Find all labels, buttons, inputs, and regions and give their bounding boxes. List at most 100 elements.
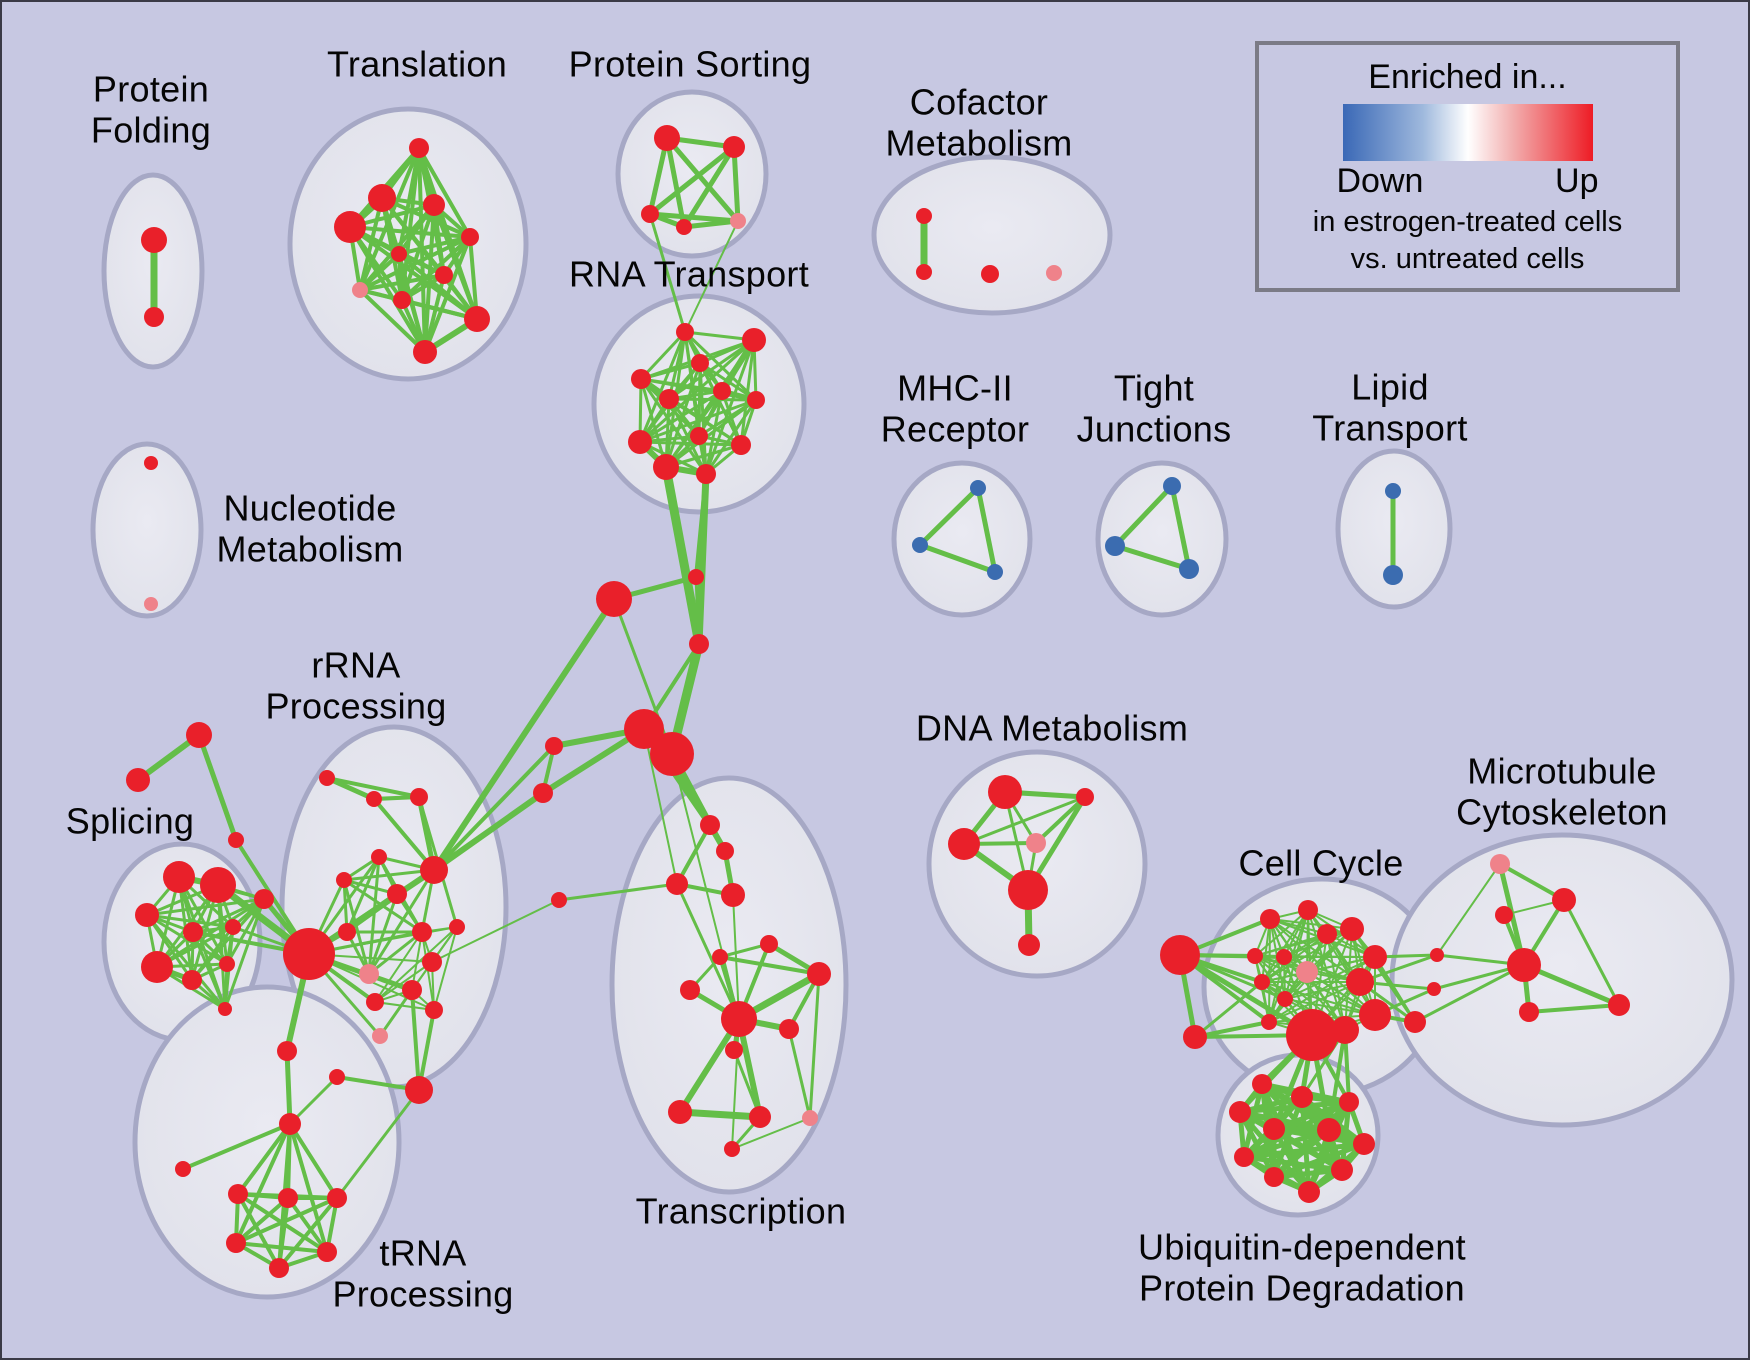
- network-node-cc1[interactable]: [1183, 1025, 1207, 1049]
- network-node-dm1[interactable]: [1076, 788, 1094, 806]
- network-node-tx10[interactable]: [725, 1041, 743, 1059]
- network-node-cc0[interactable]: [1160, 935, 1200, 975]
- network-node-tn5[interactable]: [228, 1184, 248, 1204]
- network-node-nm0[interactable]: [144, 456, 158, 470]
- network-node-tj0[interactable]: [1163, 477, 1181, 495]
- network-node-cn6[interactable]: [650, 732, 694, 776]
- network-node-tn0[interactable]: [277, 1041, 297, 1061]
- network-node-ub6[interactable]: [1353, 1133, 1375, 1155]
- network-node-rt9[interactable]: [653, 454, 679, 480]
- network-node-tx1[interactable]: [716, 842, 734, 860]
- network-node-tr2[interactable]: [368, 184, 396, 212]
- network-node-ut2[interactable]: [228, 832, 244, 848]
- network-node-cc16[interactable]: [1331, 1016, 1359, 1044]
- network-node-tx9[interactable]: [779, 1019, 799, 1039]
- network-node-rr0[interactable]: [319, 770, 335, 786]
- network-node-dm2[interactable]: [948, 828, 980, 860]
- network-node-mt5[interactable]: [1519, 1002, 1539, 1022]
- network-node-rr1[interactable]: [366, 791, 382, 807]
- network-node-cf1[interactable]: [916, 264, 932, 280]
- network-node-cc11[interactable]: [1277, 991, 1293, 1007]
- network-node-cc14[interactable]: [1261, 1014, 1277, 1030]
- network-node-sp1[interactable]: [200, 867, 236, 903]
- network-node-cc4[interactable]: [1317, 924, 1337, 944]
- network-node-tn7[interactable]: [327, 1188, 347, 1208]
- network-node-dm0[interactable]: [988, 775, 1022, 809]
- network-node-mt2[interactable]: [1495, 906, 1513, 924]
- network-node-tr0[interactable]: [409, 138, 429, 158]
- network-node-rr3[interactable]: [371, 849, 387, 865]
- network-node-tn1[interactable]: [329, 1069, 345, 1085]
- network-node-ub3[interactable]: [1339, 1092, 1359, 1112]
- network-node-rr13[interactable]: [402, 980, 422, 1000]
- network-node-ub8[interactable]: [1264, 1167, 1284, 1187]
- network-node-lp1[interactable]: [1383, 565, 1403, 585]
- network-node-tr8[interactable]: [393, 291, 411, 309]
- network-node-mt0[interactable]: [1490, 854, 1510, 874]
- network-node-dm4[interactable]: [1008, 870, 1048, 910]
- network-node-ub4[interactable]: [1263, 1118, 1285, 1140]
- network-node-tx8[interactable]: [721, 1001, 757, 1037]
- network-node-rt1[interactable]: [742, 328, 766, 352]
- network-node-cn1[interactable]: [688, 569, 704, 585]
- network-node-ps2[interactable]: [641, 205, 659, 223]
- network-node-rr7[interactable]: [283, 928, 335, 980]
- network-node-tx6[interactable]: [807, 962, 831, 986]
- network-node-ps4[interactable]: [730, 213, 746, 229]
- network-node-rt10[interactable]: [696, 464, 716, 484]
- network-node-mt7[interactable]: [1427, 982, 1441, 996]
- network-node-ub2[interactable]: [1229, 1101, 1251, 1123]
- network-node-cc9[interactable]: [1276, 949, 1292, 965]
- network-node-rr10[interactable]: [412, 922, 432, 942]
- network-node-tr4[interactable]: [461, 228, 479, 246]
- network-node-tx2[interactable]: [666, 873, 688, 895]
- network-node-mh1[interactable]: [912, 537, 928, 553]
- network-node-tr6[interactable]: [435, 266, 453, 284]
- network-node-tx12[interactable]: [749, 1106, 771, 1128]
- network-node-mt4[interactable]: [1608, 994, 1630, 1016]
- network-node-rr15[interactable]: [449, 919, 465, 935]
- network-node-cc3[interactable]: [1298, 900, 1318, 920]
- network-node-ub10[interactable]: [1298, 1181, 1320, 1203]
- network-node-nm1[interactable]: [144, 597, 158, 611]
- network-node-dm5[interactable]: [1018, 934, 1040, 956]
- network-node-cc6[interactable]: [1363, 945, 1387, 969]
- network-node-cf2[interactable]: [981, 265, 999, 283]
- network-node-tr5[interactable]: [391, 246, 407, 262]
- network-node-rr8[interactable]: [359, 964, 379, 984]
- network-node-tx5[interactable]: [760, 935, 778, 953]
- network-node-mt6[interactable]: [1430, 948, 1444, 962]
- network-node-rt11[interactable]: [731, 435, 751, 455]
- network-node-rt5[interactable]: [713, 382, 731, 400]
- network-node-tj2[interactable]: [1179, 559, 1199, 579]
- network-node-cc2[interactable]: [1260, 909, 1280, 929]
- network-node-ps1[interactable]: [723, 136, 745, 158]
- network-node-rr4[interactable]: [336, 872, 352, 888]
- network-node-tn8[interactable]: [226, 1233, 246, 1253]
- network-node-tx7[interactable]: [680, 980, 700, 1000]
- network-node-tn10[interactable]: [269, 1258, 289, 1278]
- network-node-rt3[interactable]: [631, 369, 651, 389]
- network-node-tx13[interactable]: [802, 1110, 818, 1126]
- network-node-tr1[interactable]: [334, 211, 366, 243]
- network-node-tr3[interactable]: [423, 194, 445, 216]
- network-node-cc17[interactable]: [1404, 1011, 1426, 1033]
- network-node-sp5[interactable]: [141, 951, 173, 983]
- network-node-ub7[interactable]: [1234, 1147, 1254, 1167]
- network-node-sp0[interactable]: [163, 861, 195, 893]
- network-node-dm3[interactable]: [1026, 833, 1046, 853]
- network-node-tr7[interactable]: [352, 282, 368, 298]
- network-node-mh2[interactable]: [987, 564, 1003, 580]
- network-node-pf0[interactable]: [141, 227, 167, 253]
- network-node-tn2[interactable]: [405, 1076, 433, 1104]
- network-node-cc12[interactable]: [1346, 968, 1374, 996]
- network-node-cc8[interactable]: [1247, 948, 1263, 964]
- network-node-sp9[interactable]: [219, 956, 235, 972]
- network-node-sp7[interactable]: [218, 1002, 232, 1016]
- network-node-cf3[interactable]: [1046, 265, 1062, 281]
- network-node-ps3[interactable]: [676, 219, 692, 235]
- network-node-tr10[interactable]: [413, 340, 437, 364]
- network-node-mh0[interactable]: [970, 480, 986, 496]
- network-node-tx11[interactable]: [668, 1100, 692, 1124]
- network-node-cc10[interactable]: [1254, 974, 1270, 990]
